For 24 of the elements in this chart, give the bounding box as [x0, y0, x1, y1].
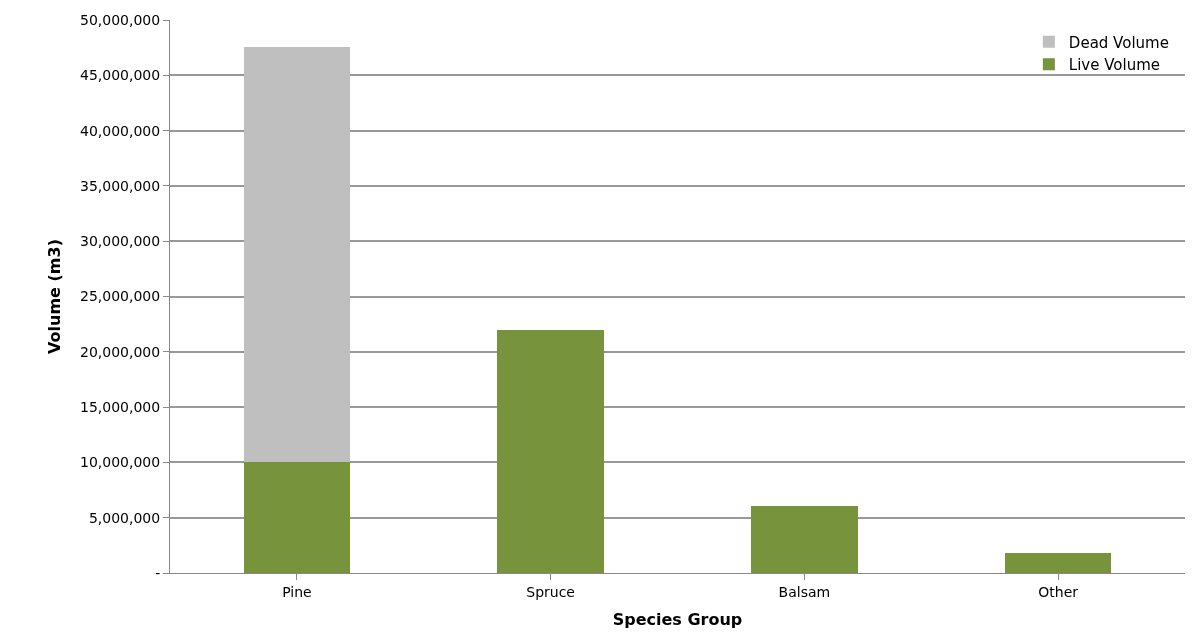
- y-axis-title: Volume (m3): [44, 239, 64, 354]
- bar: [497, 329, 604, 573]
- y-tick-label: 30,000,000: [80, 233, 161, 250]
- x-tick-label: Other: [1038, 583, 1079, 600]
- y-tick-label: 50,000,000: [80, 11, 161, 28]
- y-tick-label: 40,000,000: [80, 122, 161, 139]
- x-axis-title: Species Group: [612, 610, 743, 630]
- y-tick-label: 5,000,000: [88, 509, 161, 526]
- bar: [1004, 553, 1112, 573]
- x-tick-label: Balsam: [778, 583, 831, 600]
- y-tick-label: 20,000,000: [80, 343, 161, 360]
- y-tick-label: 45,000,000: [80, 67, 161, 84]
- y-tick-label: -: [155, 564, 161, 581]
- bar: [243, 462, 351, 573]
- legend-label: Live Volume: [1068, 56, 1161, 75]
- x-tick-label: Pine: [282, 583, 312, 600]
- y-tick-label: 15,000,000: [80, 399, 161, 415]
- y-tick-label: 35,000,000: [80, 177, 161, 194]
- y-tick-label: 10,000,000: [80, 454, 161, 471]
- bar: [751, 505, 858, 573]
- y-tick-label: 25,000,000: [80, 288, 161, 305]
- legend-label: Dead Volume: [1068, 33, 1169, 52]
- x-tick-label: Spruce: [526, 583, 575, 600]
- bar: [243, 46, 351, 463]
